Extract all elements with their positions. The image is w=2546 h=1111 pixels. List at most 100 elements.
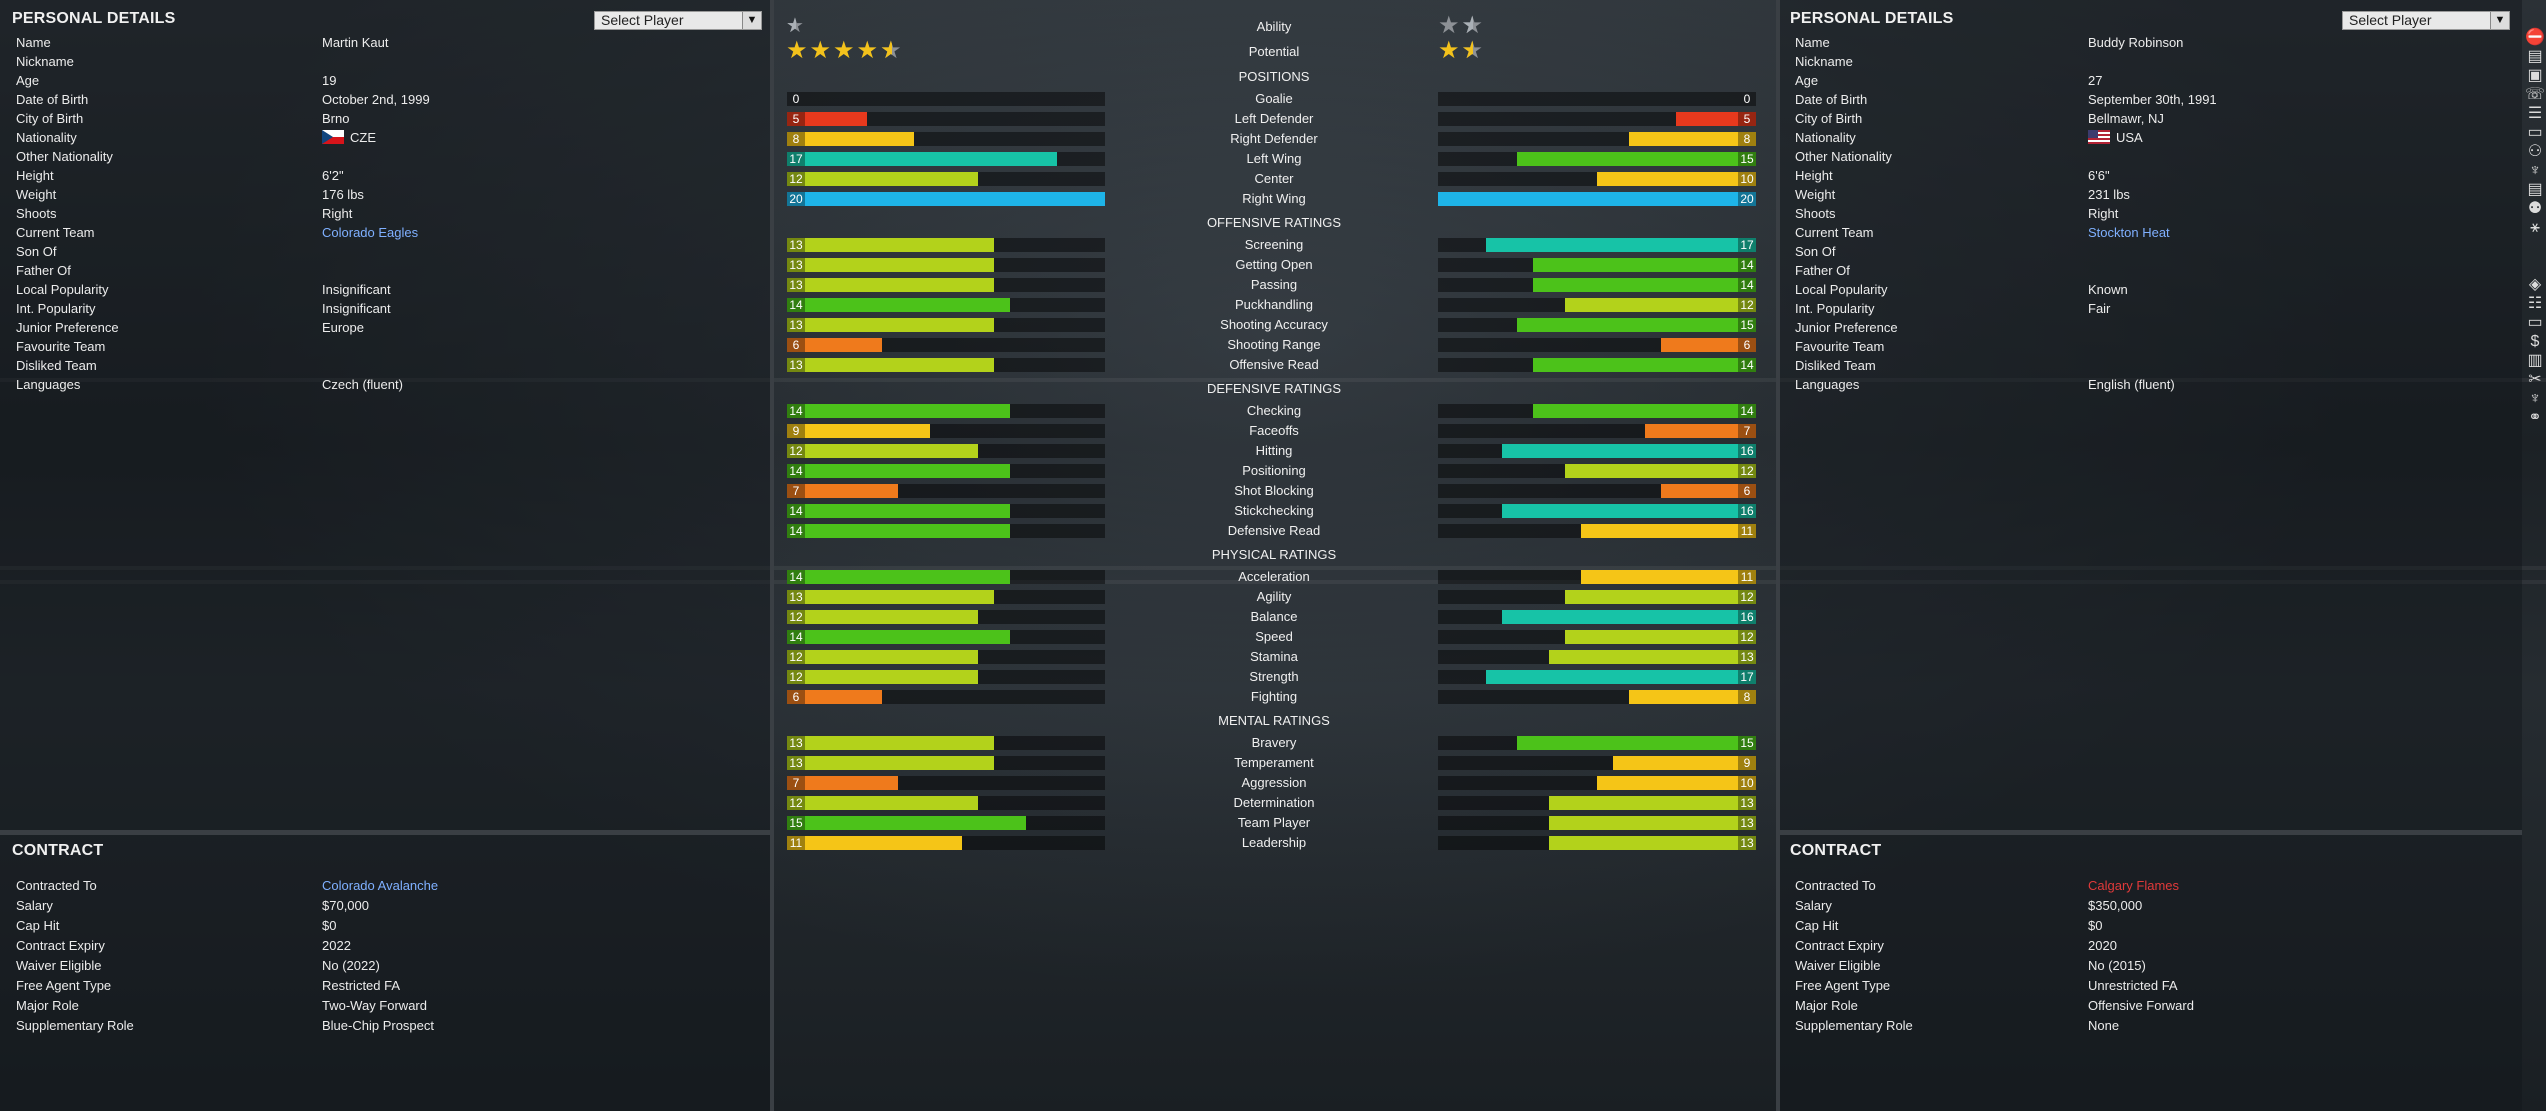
left-rating-value: 14 (787, 298, 805, 312)
left-rating-bar (787, 424, 930, 438)
right-rating-bar (1629, 690, 1756, 704)
left-rating-bar (787, 504, 1010, 518)
left-rating-value: 12 (787, 610, 805, 624)
left-rating-bar (787, 132, 914, 146)
left-rating-value: 0 (792, 92, 800, 106)
detail-label: Shoots (1795, 206, 1836, 221)
right-rating-bar (1549, 796, 1756, 810)
roster-icon[interactable]: ☷ (2527, 295, 2543, 312)
left-rating-value: 13 (787, 736, 805, 750)
rating-label: Stamina (1250, 649, 1298, 664)
detail-value-text: Czech (fluent) (322, 377, 403, 392)
right-rating-value: 6 (1738, 484, 1756, 498)
detail-label: Int. Popularity (16, 301, 96, 316)
tactics-icon[interactable]: ⚹ (2530, 219, 2540, 236)
detail-label: Cap Hit (16, 918, 60, 933)
notes-icon[interactable]: ▤ (2527, 48, 2543, 65)
right-rating-value: 11 (1738, 524, 1756, 538)
detail-value-text: Offensive Forward (2088, 998, 2194, 1013)
detail-label: Name (16, 35, 51, 50)
right-rating-value: 7 (1738, 424, 1756, 438)
left-rating-value: 17 (787, 152, 805, 166)
star-icon: ★ (786, 37, 810, 64)
detail-value: None (2088, 1016, 2119, 1035)
detail-row: Waiver Eligible No (2022) (0, 956, 760, 975)
detail-row: City of Birth Brno (0, 109, 760, 128)
detail-value[interactable]: Colorado Eagles (322, 223, 418, 242)
list-icon[interactable]: ☰ (2527, 105, 2543, 122)
phone-icon[interactable]: ☏ (2524, 86, 2545, 103)
detail-label: Other Nationality (1795, 149, 1892, 164)
detail-value-text: None (2088, 1018, 2120, 1033)
detail-value[interactable]: Colorado Avalanche (322, 876, 438, 895)
left-rating-bar (787, 112, 867, 126)
detail-row: Contract Expiry 2022 (0, 936, 760, 955)
detail-value: Fair (2088, 299, 2110, 318)
detail-row: Age 19 (0, 71, 760, 90)
right-rating-value: 15 (1738, 736, 1756, 750)
flag-cze-icon (322, 130, 344, 144)
left-rating-bar (787, 524, 1010, 538)
chart-icon[interactable]: ▥ (2527, 352, 2543, 369)
detail-row: Current Team Colorado Eagles (0, 223, 760, 242)
trophy-icon[interactable]: ♆ (2529, 390, 2541, 407)
detail-value: Bellmawr, NJ (2088, 109, 2164, 128)
right-rating-value: 16 (1738, 444, 1756, 458)
detail-value[interactable]: Stockton Heat (2088, 223, 2170, 242)
stop-icon[interactable]: ⛔ (2525, 29, 2545, 46)
detail-label: Contract Expiry (1795, 938, 1884, 953)
rating-label: Shot Blocking (1234, 483, 1314, 498)
id-card-icon[interactable]: ▭ (2527, 314, 2543, 331)
detail-value-text: Europe (322, 320, 364, 335)
detail-label: Father Of (16, 263, 71, 278)
right-rating-bar (1565, 464, 1756, 478)
left-rating-bar (787, 816, 1026, 830)
rating-label: Left Wing (1246, 151, 1302, 166)
rating-label: Strength (1249, 669, 1299, 684)
scissors-icon[interactable]: ✂ (2528, 371, 2542, 388)
right-rating-value: 12 (1738, 630, 1756, 644)
detail-value-text: 2022 (322, 938, 351, 953)
detail-label: Salary (1795, 898, 1832, 913)
detail-row: Height 6'6" (0, 166, 2110, 185)
detail-value: No (2015) (2088, 956, 2146, 975)
group-icon[interactable]: ⚉ (2527, 200, 2543, 217)
left-contract-title: CONTRACT (12, 842, 104, 859)
clipboard-icon[interactable]: ▣ (2527, 67, 2543, 84)
rating-label: Screening (1244, 237, 1304, 252)
right-rating-bar (1502, 504, 1756, 518)
detail-value: Two-Way Forward (322, 996, 427, 1015)
trophy-icon[interactable]: ♆ (2529, 162, 2541, 179)
left-contract-divider (0, 830, 770, 835)
dollar-icon[interactable]: $ (2530, 333, 2540, 350)
left-rating-bar (787, 570, 1010, 584)
left-rating-value: 13 (787, 358, 805, 372)
detail-row: Local Popularity Insignificant (0, 280, 760, 299)
right-rating-bar (1517, 318, 1756, 332)
people-icon[interactable]: ⚇ (2527, 143, 2543, 160)
document-icon[interactable]: ▤ (2527, 181, 2543, 198)
left-rating-bar (787, 192, 1105, 206)
left-rating-bar (787, 590, 994, 604)
star-icon: ★ (833, 37, 857, 64)
detail-value: Offensive Forward (2088, 996, 2194, 1015)
half-star-icon: ★ (786, 13, 806, 39)
detail-value-text: 176 lbs (322, 187, 364, 202)
left-select-player[interactable]: Select Player ▼ (594, 11, 762, 30)
right-rating-value: 17 (1738, 238, 1756, 252)
detail-row: Age 27 (0, 71, 2102, 90)
right-rating-bar (1661, 338, 1756, 352)
detail-label: Weight (1795, 187, 1836, 202)
left-divider (770, 0, 774, 1111)
detail-value: 6'6" (2088, 166, 2110, 185)
nhl-icon[interactable]: ◈ (2528, 276, 2542, 293)
detail-value-text: Buddy Robinson (2088, 35, 2184, 50)
detail-label: Favourite Team (16, 339, 106, 354)
detail-value-text: CZE (350, 130, 376, 145)
left-rating-bar (787, 630, 1010, 644)
detail-label: Date of Birth (16, 92, 89, 107)
link-icon[interactable]: ⚭ (2528, 409, 2542, 426)
right-select-player[interactable]: Select Player ▼ (2342, 11, 2510, 30)
rating-label: Positioning (1242, 463, 1306, 478)
id-card-icon[interactable]: ▭ (2527, 124, 2543, 141)
